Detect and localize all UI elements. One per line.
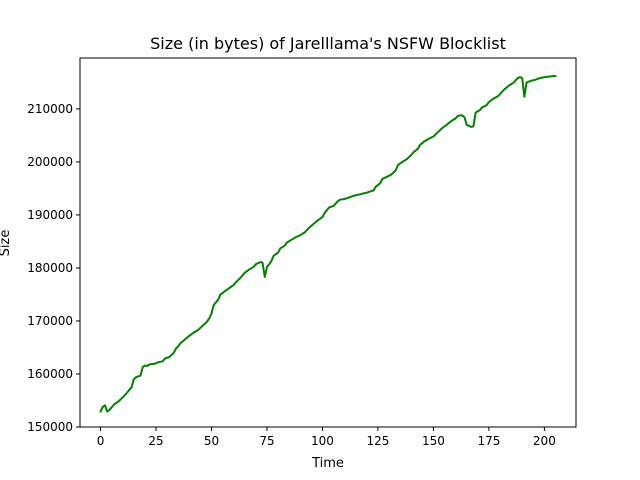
x-tick-label: 100 bbox=[311, 434, 334, 448]
x-tick-label: 75 bbox=[259, 434, 274, 448]
x-tick-label: 150 bbox=[422, 434, 445, 448]
y-axis-ticks: 150000 160000 170000 180000 190000 200000 2100… bbox=[27, 102, 80, 434]
x-tick-label: 200 bbox=[533, 434, 556, 448]
series-line-size bbox=[99, 75, 557, 413]
y-tick-label: 160000 bbox=[27, 367, 73, 381]
chart-title: Size (in bytes) of Jarelllama's NSFW Blo… bbox=[150, 34, 506, 53]
y-tick-label: 180000 bbox=[27, 261, 73, 275]
y-tick-label: 190000 bbox=[27, 208, 73, 222]
x-axis-ticks: 0 25 50 75 100 125 150 175 200 bbox=[97, 427, 556, 448]
y-axis-label: Size bbox=[0, 230, 13, 257]
x-tick-label: 175 bbox=[477, 434, 500, 448]
axes-frame bbox=[79, 57, 577, 428]
x-tick-label: 125 bbox=[366, 434, 389, 448]
y-tick-label: 210000 bbox=[27, 102, 73, 116]
y-tick-label: 150000 bbox=[27, 420, 73, 434]
x-tick-label: 25 bbox=[148, 434, 163, 448]
x-tick-label: 0 bbox=[97, 434, 105, 448]
y-tick-label: 170000 bbox=[27, 314, 73, 328]
x-axis-label: Time bbox=[311, 456, 344, 471]
y-tick-label: 200000 bbox=[27, 155, 73, 169]
x-tick-label: 50 bbox=[204, 434, 219, 448]
plot-area: 0 25 50 75 100 125 150 175 200 150000 160000 17000… bbox=[27, 57, 577, 448]
